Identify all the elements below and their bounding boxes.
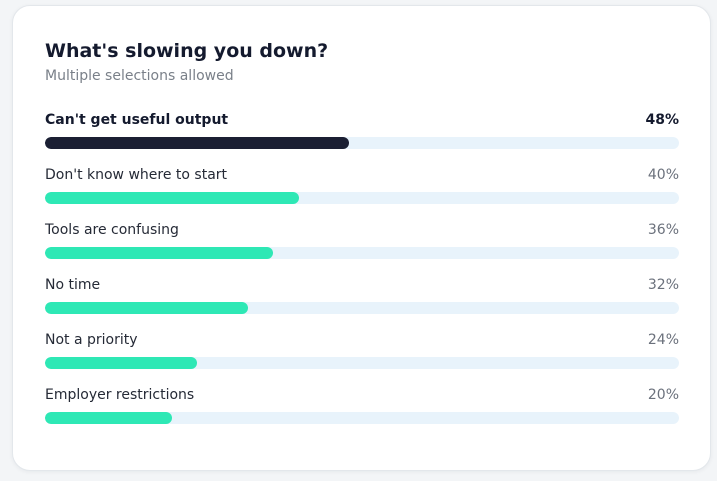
bar-list: Can't get useful output 48% Don't know whe… bbox=[45, 112, 679, 442]
bar-track bbox=[45, 357, 679, 369]
poll-card: What's slowing you down? Multiple select… bbox=[12, 5, 711, 471]
bar-label: Can't get useful output bbox=[45, 112, 229, 128]
bar-label: Don't know where to start bbox=[45, 167, 228, 183]
bar-value-label: 48% bbox=[645, 112, 679, 128]
bar-row: No time 32% bbox=[45, 277, 679, 332]
bar-track bbox=[45, 137, 679, 149]
bar-label: No time bbox=[45, 277, 101, 293]
bar-fill bbox=[45, 357, 197, 369]
bar-row: Don't know where to start 40% bbox=[45, 167, 679, 222]
bar-value-label: 32% bbox=[647, 277, 679, 293]
bar-value-label: 24% bbox=[647, 332, 679, 348]
bar-fill bbox=[45, 192, 299, 204]
bar-fill bbox=[45, 247, 273, 259]
chart-subtitle: Multiple selections allowed bbox=[45, 68, 234, 84]
bar-fill bbox=[45, 137, 349, 149]
bar-label: Not a priority bbox=[45, 332, 138, 348]
bar-value-label: 40% bbox=[647, 167, 679, 183]
bar-label: Tools are confusing bbox=[45, 222, 179, 238]
bar-fill bbox=[45, 412, 172, 424]
chart-title: What's slowing you down? bbox=[45, 40, 329, 62]
bar-row: Employer restrictions 20% bbox=[45, 387, 679, 442]
bar-fill bbox=[45, 302, 248, 314]
bar-label: Employer restrictions bbox=[45, 387, 195, 403]
bar-value-label: 36% bbox=[647, 222, 679, 238]
bar-track bbox=[45, 192, 679, 204]
bar-row: Tools are confusing 36% bbox=[45, 222, 679, 277]
bar-track bbox=[45, 412, 679, 424]
bar-track bbox=[45, 302, 679, 314]
bar-row: Not a priority 24% bbox=[45, 332, 679, 387]
bar-row: Can't get useful output 48% bbox=[45, 112, 679, 167]
bar-track bbox=[45, 247, 679, 259]
bar-value-label: 20% bbox=[647, 387, 679, 403]
